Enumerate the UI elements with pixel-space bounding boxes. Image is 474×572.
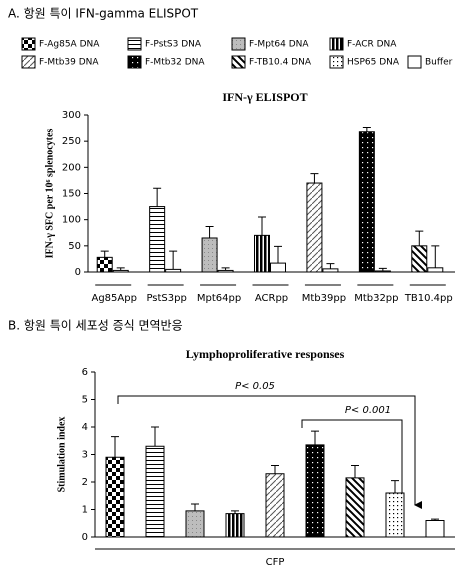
error-bar bbox=[274, 245, 282, 264]
y-axis-label: Stimulation index bbox=[56, 417, 67, 493]
error-bar bbox=[391, 480, 399, 493]
section-heading: A. 항원 특이 IFN-gamma ELISPOT bbox=[8, 7, 199, 21]
error-bar bbox=[326, 263, 335, 269]
y-tick-label: 100 bbox=[62, 215, 81, 226]
bar bbox=[265, 473, 285, 538]
bracket bbox=[117, 395, 422, 509]
x-tick-label: Ag85App bbox=[91, 293, 136, 304]
bar bbox=[112, 269, 129, 273]
legend-label: F-Mtb39 DNA bbox=[39, 58, 99, 68]
legend-label: HSP65 DNA bbox=[347, 58, 400, 68]
y-tick-label: 300 bbox=[62, 110, 81, 121]
bar bbox=[322, 268, 339, 273]
error-bar bbox=[169, 250, 178, 270]
bar bbox=[165, 268, 182, 273]
error-bar bbox=[271, 465, 279, 474]
bar bbox=[201, 237, 218, 273]
x-tick-label: Mtb32pp bbox=[354, 293, 398, 304]
y-tick-label: 2 bbox=[82, 477, 88, 488]
legend-swatch bbox=[231, 55, 246, 69]
error-bar bbox=[431, 518, 439, 521]
bar bbox=[149, 206, 166, 273]
bar bbox=[185, 510, 205, 538]
legend-label: F-Mpt64 DNA bbox=[249, 40, 309, 50]
chart-title: IFN-γ ELISPOT bbox=[222, 90, 307, 104]
bar bbox=[254, 234, 270, 273]
legend-label: F-Mtb32 DNA bbox=[145, 58, 205, 68]
bar bbox=[217, 269, 234, 273]
bar bbox=[427, 267, 444, 273]
group-label: CFP bbox=[266, 557, 285, 568]
bar bbox=[411, 245, 428, 273]
legend-label: F-ACR DNA bbox=[347, 40, 397, 50]
x-tick-label: Mtb39pp bbox=[302, 293, 346, 304]
error-bar bbox=[431, 245, 440, 268]
legend-swatch bbox=[231, 37, 246, 51]
y-tick-label: 250 bbox=[62, 136, 81, 147]
error-bar bbox=[351, 465, 359, 478]
y-axis-label: IFN-γ SFC per 10⁶ splenocytes bbox=[44, 129, 55, 259]
bar bbox=[425, 520, 445, 538]
x-tick-label: ACRpp bbox=[255, 293, 288, 304]
legend-label: F-TB10.4 DNA bbox=[249, 58, 312, 68]
bar bbox=[374, 270, 391, 273]
x-tick-label: PstS3pp bbox=[146, 293, 186, 304]
x-tick-label: Mpt64pp bbox=[197, 293, 241, 304]
bar bbox=[145, 445, 165, 538]
y-tick-label: 1 bbox=[82, 505, 88, 516]
legend-swatch bbox=[21, 37, 36, 51]
error-bar bbox=[258, 216, 266, 236]
legend-label: F-PstS3 DNA bbox=[145, 40, 202, 50]
error-bar bbox=[311, 430, 319, 445]
annotation: P< 0.001 bbox=[345, 405, 391, 416]
bar bbox=[225, 513, 245, 538]
bar bbox=[105, 456, 125, 538]
error-bar bbox=[310, 173, 319, 184]
error-bar bbox=[153, 187, 162, 207]
error-bar bbox=[205, 225, 214, 238]
chart-title: Lymphoproliferative responses bbox=[186, 347, 345, 361]
error-bar bbox=[111, 436, 119, 458]
error-bar bbox=[191, 503, 199, 511]
error-bar bbox=[116, 267, 125, 271]
error-bar bbox=[100, 250, 109, 258]
y-tick-label: 200 bbox=[62, 162, 81, 173]
y-tick-label: 0 bbox=[82, 532, 88, 543]
y-tick-label: 5 bbox=[82, 395, 88, 406]
section-heading: B. 항원 특이 세포성 증식 면역반응 bbox=[8, 319, 183, 333]
error-bar bbox=[362, 127, 371, 132]
error-bar bbox=[151, 426, 159, 447]
bar bbox=[345, 477, 365, 538]
y-tick-label: 0 bbox=[75, 267, 81, 278]
legend-swatch bbox=[329, 37, 344, 51]
legend-swatch bbox=[127, 55, 142, 69]
legend-label: F-Ag85A DNA bbox=[39, 40, 100, 50]
error-bar bbox=[415, 230, 424, 246]
y-tick-label: 6 bbox=[82, 367, 88, 378]
bar bbox=[305, 444, 325, 538]
legend-swatch bbox=[329, 55, 344, 69]
legend-label: Buffer bbox=[425, 58, 453, 68]
bar bbox=[306, 182, 323, 273]
annotation: P< 0.05 bbox=[235, 381, 275, 392]
y-tick-label: 50 bbox=[68, 241, 81, 252]
legend-swatch bbox=[127, 37, 142, 51]
y-tick-label: 150 bbox=[62, 189, 81, 200]
error-bar bbox=[231, 510, 239, 514]
legend-swatch bbox=[407, 55, 422, 69]
x-tick-label: TB10.4pp bbox=[404, 293, 453, 304]
y-tick-label: 4 bbox=[82, 422, 88, 433]
bar bbox=[96, 256, 113, 273]
error-bar bbox=[378, 267, 387, 271]
y-tick-label: 3 bbox=[82, 450, 88, 461]
bar bbox=[385, 492, 405, 538]
bar bbox=[358, 131, 375, 273]
bar bbox=[270, 262, 286, 273]
error-bar bbox=[221, 267, 230, 271]
legend-swatch bbox=[21, 55, 36, 69]
